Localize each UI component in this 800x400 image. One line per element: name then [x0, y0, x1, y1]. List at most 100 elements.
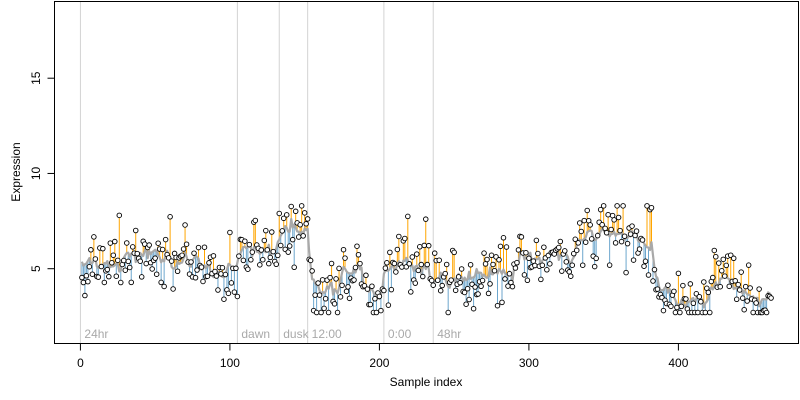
data-point: [521, 272, 528, 278]
data-point: [352, 264, 359, 271]
data-point: [334, 309, 341, 316]
data-point: [327, 274, 333, 281]
data-point: [721, 273, 728, 279]
data-point: [273, 261, 280, 268]
data-point: [515, 247, 522, 253]
data-point: [88, 247, 94, 253]
data-point: [107, 240, 114, 246]
data-point: [201, 244, 208, 250]
data-point: [535, 250, 541, 257]
data-point: [587, 222, 593, 228]
data-point: [80, 279, 87, 286]
data-point: [668, 303, 674, 310]
data-point: [167, 214, 173, 220]
data-point: [304, 216, 311, 222]
x-tick-label: 300: [519, 356, 539, 370]
data-point: [430, 282, 436, 288]
data-point: [300, 233, 306, 239]
data-point: [325, 309, 332, 316]
data-point: [687, 281, 694, 287]
data-point: [98, 263, 105, 270]
data-point: [387, 249, 393, 256]
data-point: [461, 289, 468, 296]
data-point: [343, 288, 350, 295]
data-point: [745, 262, 752, 268]
data-point: [210, 253, 217, 259]
data-point: [180, 246, 187, 252]
data-point: [421, 242, 428, 249]
data-point: [240, 257, 247, 264]
data-point: [182, 222, 188, 228]
data-point: [698, 298, 704, 305]
data-point: [405, 213, 411, 220]
data-point: [121, 257, 127, 264]
data-point: [409, 254, 416, 260]
data-point: [143, 260, 149, 267]
data-point: [559, 268, 565, 274]
data-point: [593, 255, 599, 262]
data-point: [363, 272, 369, 279]
data-point: [496, 257, 502, 263]
data-point: [376, 293, 383, 300]
data-point: [408, 289, 414, 295]
data-point: [132, 227, 139, 234]
data-point: [125, 258, 132, 265]
data-point: [161, 283, 167, 290]
data-point: [742, 283, 749, 290]
data-point: [735, 281, 741, 288]
data-point: [618, 238, 625, 245]
data-point: [345, 284, 351, 290]
data-point: [588, 236, 595, 242]
data-point: [222, 271, 229, 278]
data-point: [671, 288, 677, 295]
data-point: [739, 295, 746, 301]
data-point: [452, 287, 459, 294]
data-point: [367, 301, 374, 308]
x-tick-label: 100: [220, 356, 240, 370]
data-point: [573, 247, 580, 254]
data-point: [331, 301, 338, 307]
data-point: [431, 250, 438, 256]
data-point: [488, 252, 495, 259]
data-point: [165, 255, 172, 261]
data-point: [645, 272, 652, 278]
data-point: [614, 203, 620, 209]
data-point: [384, 260, 390, 266]
data-point: [346, 295, 353, 302]
data-point: [629, 223, 635, 229]
data-point: [183, 241, 190, 247]
data-point: [509, 283, 516, 290]
data-point: [227, 229, 233, 236]
data-point: [297, 222, 303, 228]
data-point: [113, 273, 120, 279]
data-point: [215, 287, 221, 293]
data-point: [124, 240, 130, 246]
data-point: [606, 262, 613, 268]
data-point: [467, 261, 474, 268]
data-point: [106, 273, 112, 280]
data-point: [695, 309, 701, 316]
data-point: [487, 281, 493, 287]
data-point: [642, 258, 649, 265]
data-point: [312, 292, 318, 298]
data-point: [641, 263, 647, 269]
data-point: [372, 296, 378, 302]
data-point: [439, 282, 445, 289]
data-point: [524, 277, 531, 284]
data-point: [337, 294, 344, 300]
data-point: [152, 255, 158, 261]
data-point: [319, 277, 326, 283]
event-label: 12:00: [312, 327, 342, 341]
data-point: [219, 265, 226, 271]
event-labels: 24hr dawn dusk 12:00 0:00 48hr: [84, 327, 461, 341]
data-point: [630, 257, 637, 263]
data-point: [680, 282, 686, 289]
data-point: [544, 267, 550, 273]
data-point: [249, 249, 256, 255]
data-point: [526, 255, 532, 262]
data-point: [620, 203, 626, 209]
data-point: [436, 257, 442, 263]
data-point: [134, 250, 140, 257]
event-label: dusk: [283, 327, 309, 341]
data-point: [418, 261, 425, 268]
